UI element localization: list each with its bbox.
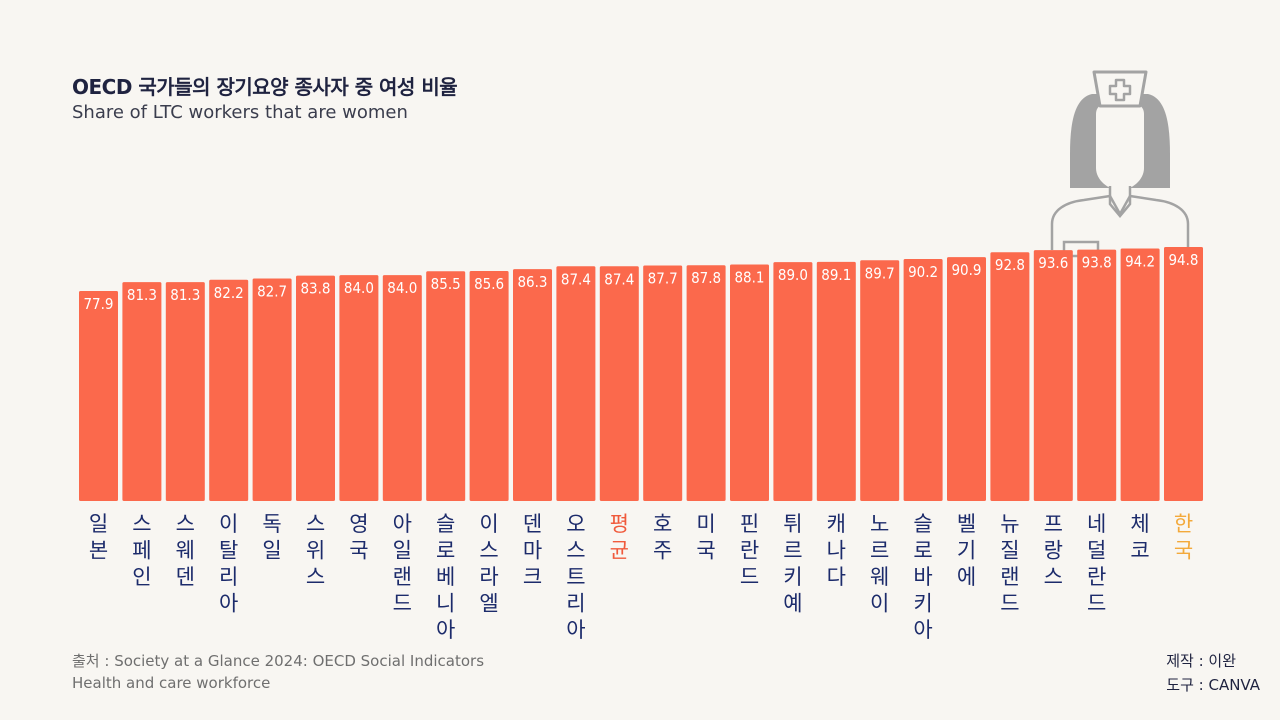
bar-value-label: 93.8	[1082, 254, 1112, 272]
bar-chart: 77.9 81.3 81.3 82.2 82.7 83.8 84.0 84.0 85.5 85.6…	[79, 247, 1203, 640]
source-line-1: 출처 : Society at a Glance 2024: OECD Soci…	[72, 652, 485, 670]
credit-maker: 제작 : 이완	[1166, 652, 1236, 670]
bar-value-label: 77.9	[83, 295, 113, 313]
bar-스웨덴	[165, 282, 205, 501]
bars: 77.9 81.3 81.3 82.2 82.7 83.8 84.0 84.0 85.5 85.6…	[79, 247, 1203, 501]
bar-value-label: 90.2	[908, 263, 938, 281]
nurse-cap-cross	[1108, 78, 1132, 102]
bar-value-label: 87.4	[604, 270, 634, 288]
bar-스페인	[122, 282, 162, 501]
bar-value-label: 94.8	[1168, 251, 1198, 269]
bar-영국	[339, 275, 379, 501]
bar-value-label: 90.9	[951, 261, 981, 279]
bar-덴마크	[513, 269, 552, 501]
bar-독일	[252, 278, 292, 501]
bar-value-label: 83.8	[300, 280, 330, 298]
bar-value-label: 87.7	[648, 269, 678, 287]
bar-호주	[643, 265, 683, 501]
nurse-face	[1096, 102, 1144, 190]
source-line-2: Health and care workforce	[72, 674, 271, 692]
credit-tool: 도구 : CANVA	[1166, 676, 1260, 694]
bar-아일랜드	[382, 275, 422, 501]
bar-한국	[1164, 247, 1203, 501]
bar-value-label: 81.3	[127, 286, 157, 304]
bar-오스트리아	[556, 266, 596, 501]
bar-value-label: 84.0	[387, 279, 417, 297]
chart-subtitle: Share of LTC workers that are women	[72, 102, 408, 123]
bar-value-label: 81.3	[170, 286, 200, 304]
bar-value-label: 89.0	[778, 266, 808, 284]
bar-value-label: 82.2	[214, 284, 244, 302]
bar-캐나다	[816, 261, 856, 501]
bar-뉴질랜드	[990, 252, 1030, 501]
bar-벨기에	[947, 257, 986, 501]
country-labels: 일 본 스 페 인 스 웨 덴 이 탈 리 아 독 일 스 위 스 영 국 아 일 랜 드 슬 로 베 니 아 이 스 라 엘 덴 마 크 오 스 트 리 아…	[89, 512, 1193, 640]
bar-value-label: 85.5	[431, 275, 461, 293]
nurse-body	[1050, 194, 1190, 250]
bar-튀르키예	[773, 262, 813, 501]
bar-value-label: 92.8	[995, 256, 1025, 274]
bar-체코	[1120, 248, 1160, 501]
bar-미국	[686, 265, 726, 501]
bar-value-label: 93.6	[1038, 254, 1068, 272]
bar-노르웨이	[860, 260, 900, 501]
bar-슬로베니아	[426, 271, 466, 501]
bar-슬로바키아	[903, 258, 943, 501]
bar-네덜란드	[1077, 249, 1117, 501]
bar-value-label: 82.7	[257, 283, 287, 301]
bar-일본	[79, 291, 118, 501]
bar-스위스	[296, 275, 335, 501]
bar-이스라엘	[469, 270, 509, 501]
bar-value-label: 84.0	[344, 279, 374, 297]
bar-value-label: 85.6	[474, 275, 504, 293]
bar-value-label: 86.3	[517, 273, 547, 291]
bar-value-label: 89.7	[865, 264, 895, 282]
bar-value-label: 89.1	[821, 266, 851, 284]
bar-핀란드	[730, 264, 769, 501]
bar-이탈리아	[209, 279, 249, 501]
bar-value-label: 94.2	[1125, 253, 1155, 271]
bar-value-label: 88.1	[734, 268, 764, 286]
bar-프랑스	[1033, 250, 1073, 501]
bar-평균	[599, 266, 639, 501]
bar-value-label: 87.8	[691, 269, 721, 287]
nurse-icon	[1050, 70, 1190, 258]
bar-value-label: 87.4	[561, 270, 591, 288]
chart-title: OECD 국가들의 장기요양 종사자 중 여성 비율	[72, 75, 458, 99]
